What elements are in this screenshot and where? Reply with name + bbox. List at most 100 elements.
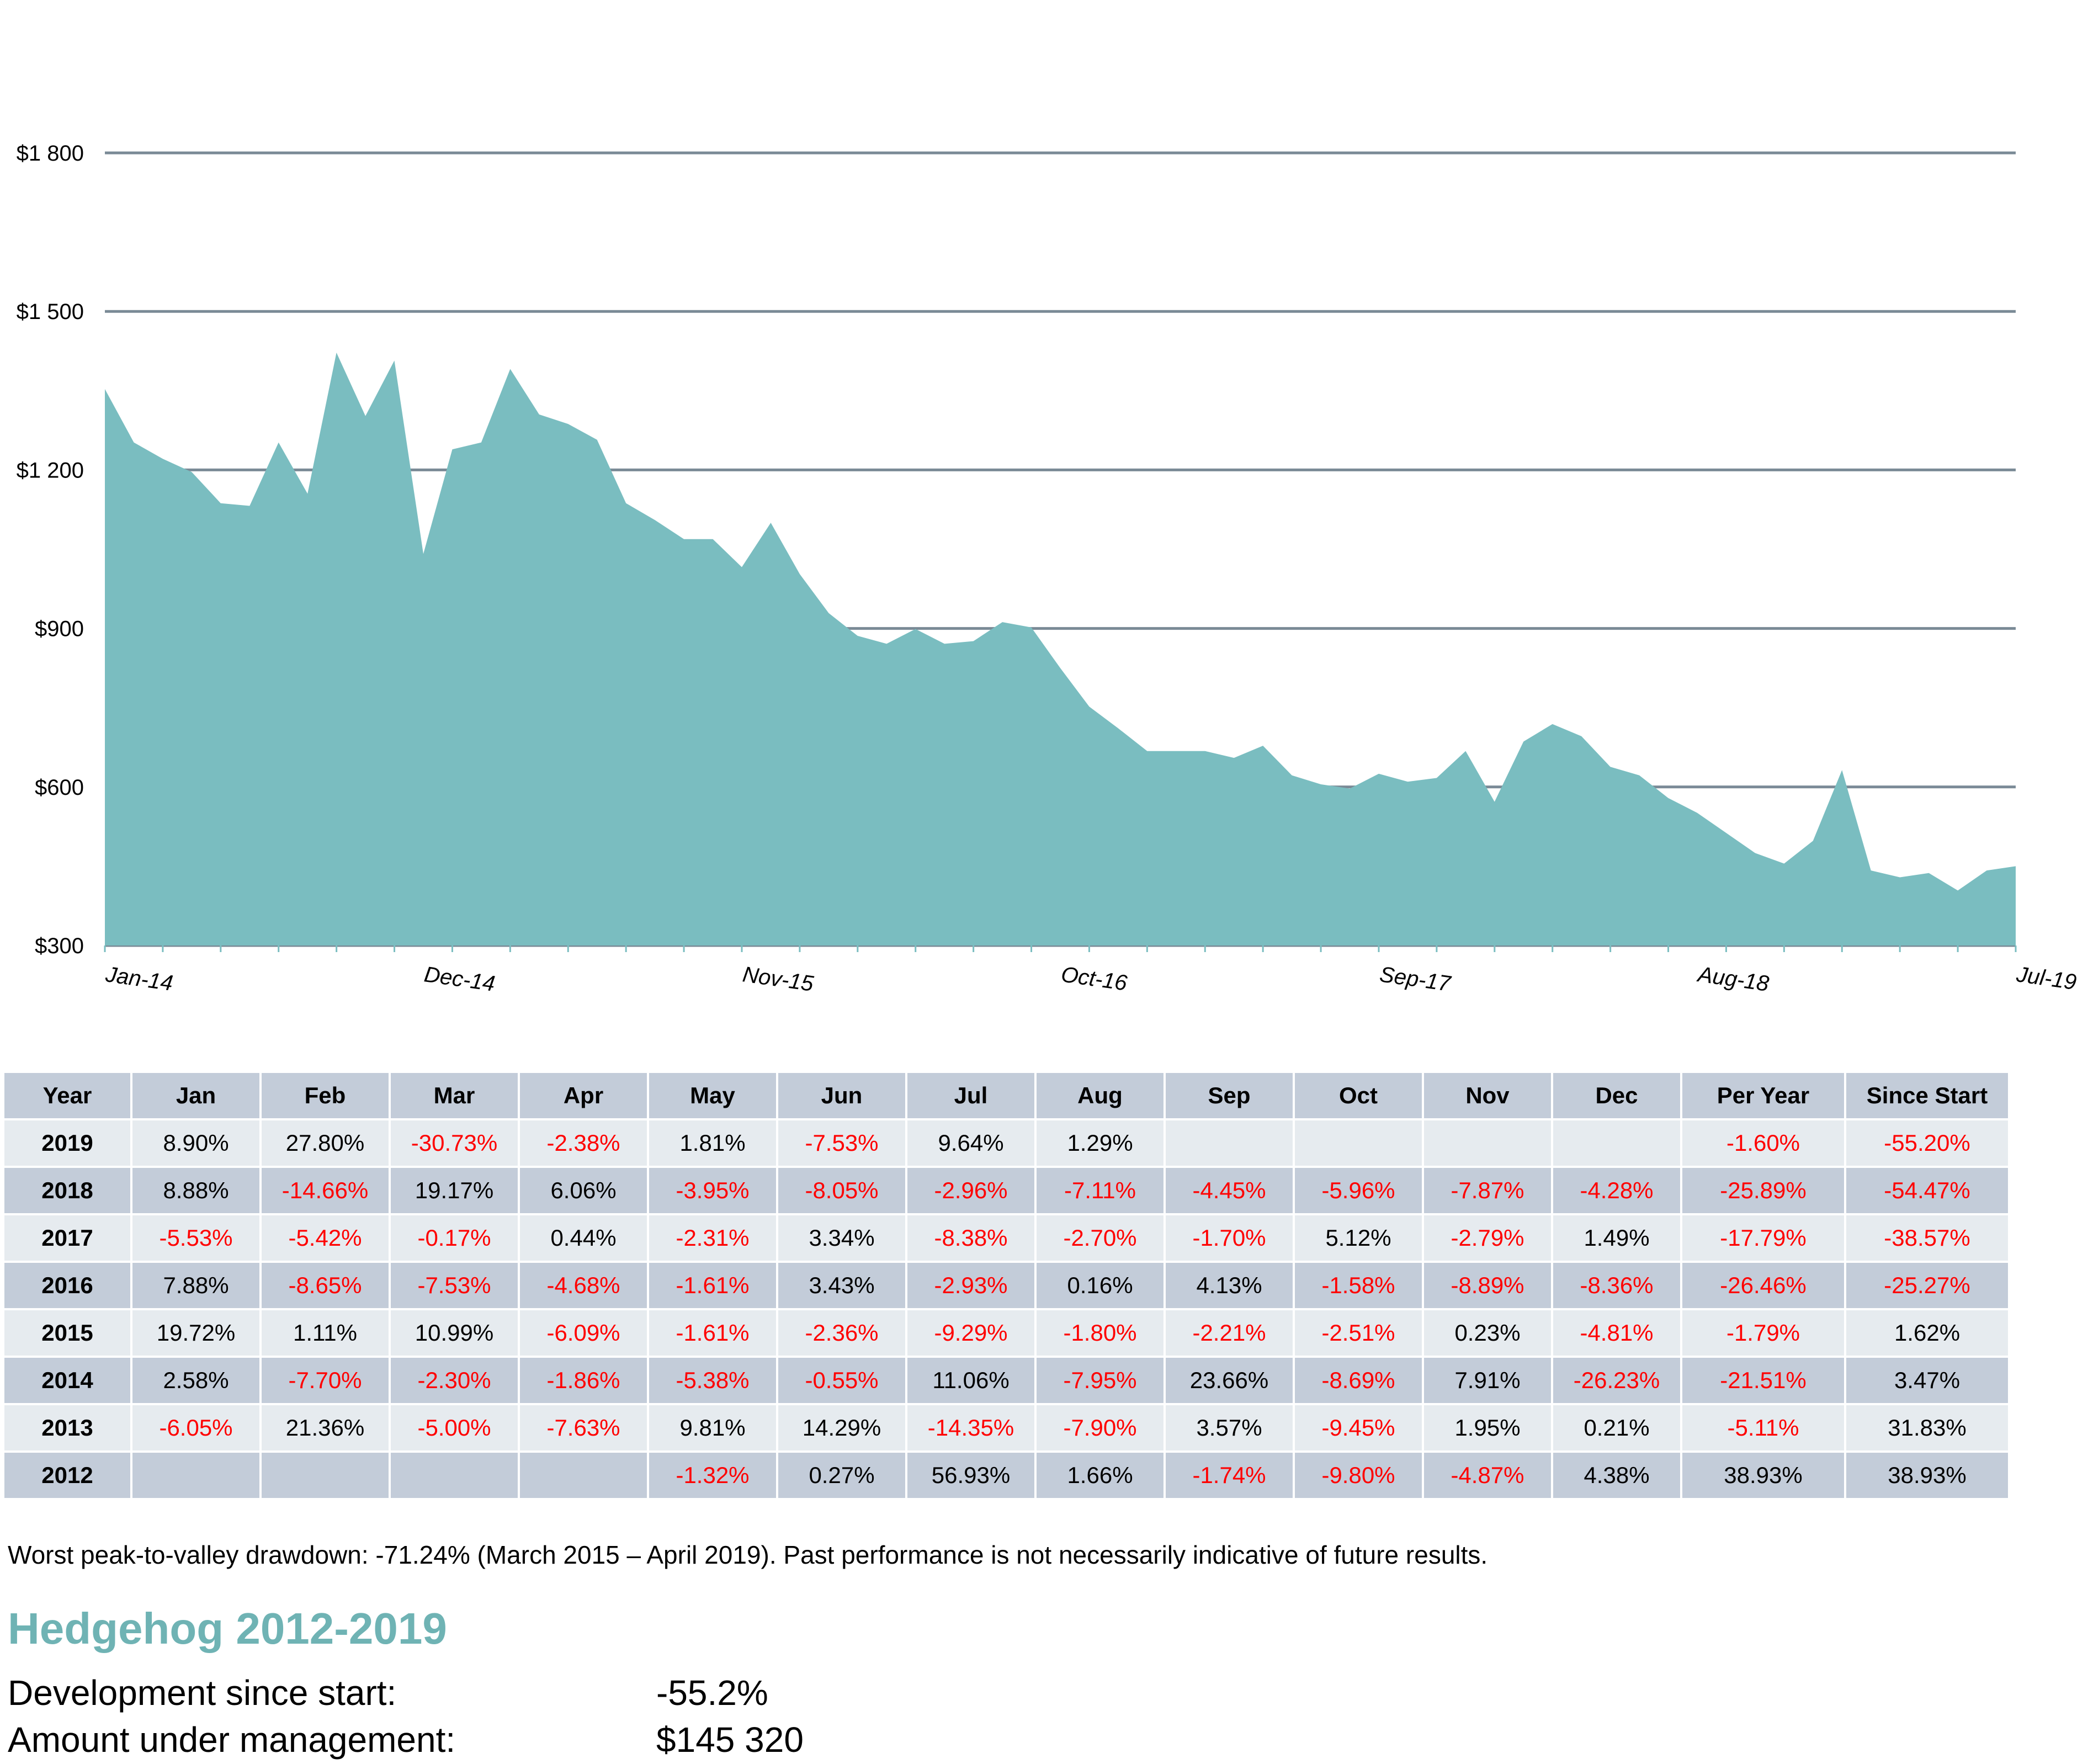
development-value: -55.2% [656, 1673, 768, 1713]
return-cell [262, 1453, 389, 1498]
return-cell: -1.60% [1682, 1120, 1844, 1166]
x-tick-label: Dec-14 [423, 962, 497, 996]
return-cell: 38.93% [1682, 1453, 1844, 1498]
y-tick-label: $1 500 [17, 300, 84, 324]
year-cell: 2016 [4, 1263, 130, 1308]
return-cell: -1.61% [649, 1263, 776, 1308]
return-cell: -4.28% [1553, 1168, 1680, 1213]
return-cell: -4.45% [1166, 1168, 1293, 1213]
return-cell: -25.27% [1846, 1263, 2008, 1308]
return-cell: -1.58% [1295, 1263, 1422, 1308]
column-header: Per Year [1682, 1073, 1844, 1118]
return-cell: 19.17% [391, 1168, 518, 1213]
return-cell: 21.36% [262, 1405, 389, 1450]
return-cell: -5.00% [391, 1405, 518, 1450]
return-cell: 5.12% [1295, 1215, 1422, 1261]
table-row: 2018 8.88% -14.66% 19.17% 6.06% -3.95% -8.05% -… [4, 1168, 2008, 1213]
y-tick-label: $1 200 [17, 458, 84, 482]
return-cell: -8.89% [1424, 1263, 1551, 1308]
table-row: 2017 -5.53% -5.42% -0.17% 0.44% -2.31% 3.34% -8… [4, 1215, 2008, 1261]
return-cell: -5.11% [1682, 1405, 1844, 1450]
year-cell: 2014 [4, 1358, 130, 1403]
area-series [105, 352, 2016, 945]
development-label: Development since start: [8, 1673, 397, 1713]
return-cell: 23.66% [1166, 1358, 1293, 1403]
return-cell: -1.79% [1682, 1310, 1844, 1356]
table-header-row: Year Jan Feb Mar Apr May Jun Jul Aug Sep Oct Nov Dec… [4, 1073, 2008, 1118]
return-cell [391, 1453, 518, 1498]
return-cell: -1.80% [1037, 1310, 1163, 1356]
return-cell: -8.65% [262, 1263, 389, 1308]
return-cell: 14.29% [778, 1405, 905, 1450]
fund-title: Hedgehog 2012-2019 [8, 1604, 447, 1653]
return-cell: 1.81% [649, 1120, 776, 1166]
return-cell: -14.35% [907, 1405, 1034, 1450]
return-cell: 7.91% [1424, 1358, 1551, 1403]
return-cell: 0.27% [778, 1453, 905, 1498]
aum-value: $145 320 [656, 1720, 804, 1760]
return-cell: -7.53% [778, 1120, 905, 1166]
return-cell: -26.46% [1682, 1263, 1844, 1308]
return-cell [1166, 1120, 1293, 1166]
return-cell: -7.87% [1424, 1168, 1551, 1213]
return-cell: -1.61% [649, 1310, 776, 1356]
return-cell: 3.47% [1846, 1358, 2008, 1403]
return-cell: 8.88% [132, 1168, 259, 1213]
year-cell: 2013 [4, 1405, 130, 1450]
y-tick-label: $600 [35, 775, 84, 800]
return-cell: -4.81% [1553, 1310, 1680, 1356]
y-tick-label: $1 800 [17, 141, 84, 166]
return-cell [520, 1453, 647, 1498]
x-tick-label: Nov-15 [741, 962, 816, 996]
performance-chart: $300 $600 $900 $1 200 $1 500 $1 800 Jan-14 Dec-… [17, 141, 2078, 996]
table-row: 2013 -6.05% 21.36% -5.00% -7.63% 9.81% 14.29% -… [4, 1405, 2008, 1450]
return-cell: -8.36% [1553, 1263, 1680, 1308]
return-cell: 11.06% [907, 1358, 1034, 1403]
return-cell: 0.44% [520, 1215, 647, 1261]
return-cell: 1.95% [1424, 1405, 1551, 1450]
year-cell: 2019 [4, 1120, 130, 1166]
return-cell: -21.51% [1682, 1358, 1844, 1403]
x-tick-label: Aug-18 [1696, 962, 1771, 996]
return-cell: 1.11% [262, 1310, 389, 1356]
return-cell: -2.36% [778, 1310, 905, 1356]
area-chart-svg: $300 $600 $900 $1 200 $1 500 $1 800 Jan-14 Dec-… [17, 141, 2078, 996]
return-cell: 0.21% [1553, 1405, 1680, 1450]
return-cell: -14.66% [262, 1168, 389, 1213]
column-header: Apr [520, 1073, 647, 1118]
return-cell: -2.31% [649, 1215, 776, 1261]
return-cell: -6.09% [520, 1310, 647, 1356]
year-cell: 2018 [4, 1168, 130, 1213]
return-cell: -5.42% [262, 1215, 389, 1261]
return-cell: -4.87% [1424, 1453, 1551, 1498]
table-row: 2015 19.72% 1.11% 10.99% -6.09% -1.61% -2.36% -… [4, 1310, 2008, 1356]
return-cell: -5.38% [649, 1358, 776, 1403]
return-cell: 3.43% [778, 1263, 905, 1308]
return-cell: 31.83% [1846, 1405, 2008, 1450]
column-header: Nov [1424, 1073, 1551, 1118]
monthly-returns-table: Year Jan Feb Mar Apr May Jun Jul Aug Sep Oct Nov Dec… [2, 1071, 2010, 1500]
return-cell: 7.88% [132, 1263, 259, 1308]
return-cell: 56.93% [907, 1453, 1034, 1498]
return-cell: -1.70% [1166, 1215, 1293, 1261]
return-cell: -2.93% [907, 1263, 1034, 1308]
return-cell [1424, 1120, 1551, 1166]
table-row: 2019 8.90% 27.80% -30.73% -2.38% 1.81% -7.53% 9… [4, 1120, 2008, 1166]
return-cell: -38.57% [1846, 1215, 2008, 1261]
return-cell: -1.74% [1166, 1453, 1293, 1498]
column-header: Dec [1553, 1073, 1680, 1118]
return-cell [132, 1453, 259, 1498]
return-cell: -0.17% [391, 1215, 518, 1261]
return-cell: -2.38% [520, 1120, 647, 1166]
return-cell: -25.89% [1682, 1168, 1844, 1213]
return-cell: 3.34% [778, 1215, 905, 1261]
return-cell: -4.68% [520, 1263, 647, 1308]
column-header: Jul [907, 1073, 1034, 1118]
return-cell: -1.32% [649, 1453, 776, 1498]
column-header: Mar [391, 1073, 518, 1118]
return-cell: -7.95% [1037, 1358, 1163, 1403]
return-cell: 1.66% [1037, 1453, 1163, 1498]
return-cell: -7.11% [1037, 1168, 1163, 1213]
return-cell: -3.95% [649, 1168, 776, 1213]
column-header: May [649, 1073, 776, 1118]
